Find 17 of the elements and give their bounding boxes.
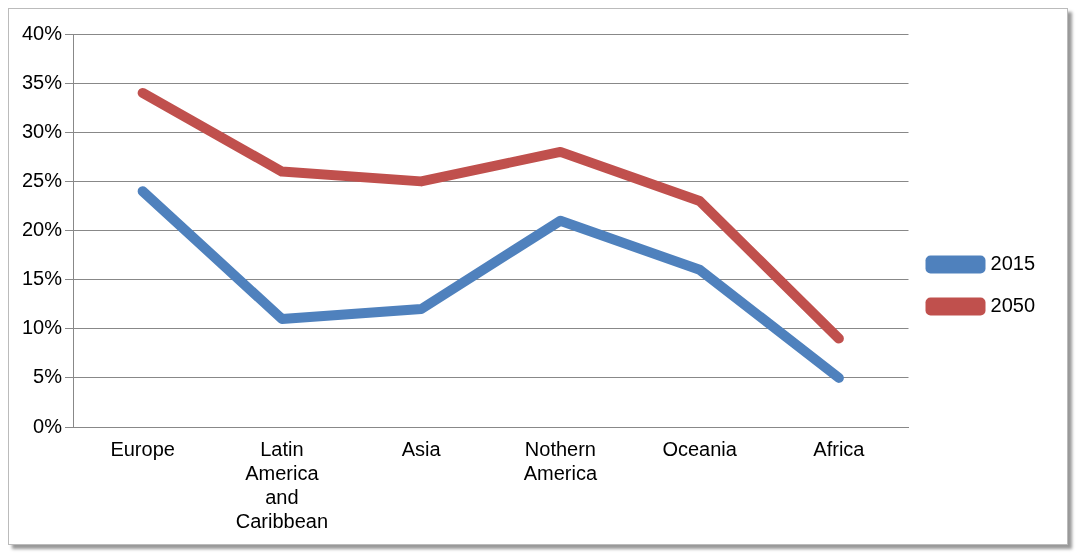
x-tick-label: Africa bbox=[813, 437, 866, 460]
y-tick-label: 40% bbox=[22, 21, 63, 44]
legend-label: 2050 bbox=[990, 294, 1036, 317]
x-tick-label: Europe bbox=[110, 437, 175, 460]
y-tick-label: 5% bbox=[33, 365, 63, 388]
x-tick-label: Oceania bbox=[662, 437, 738, 460]
y-tick-label: 10% bbox=[22, 316, 63, 339]
y-tick-label: 25% bbox=[22, 168, 63, 191]
y-tick-label: 35% bbox=[22, 70, 63, 93]
x-tick-label: Latin America and Caribbean bbox=[235, 437, 329, 532]
y-tick-label: 0% bbox=[33, 414, 63, 437]
y-tick-label: 30% bbox=[22, 119, 63, 142]
y-tick-label: 15% bbox=[22, 267, 63, 290]
x-tick-label: Asia bbox=[401, 437, 442, 460]
x-tick-label: Nothern America bbox=[523, 437, 598, 484]
legend-label: 2015 bbox=[990, 252, 1036, 275]
y-tick-label: 20% bbox=[22, 218, 63, 241]
